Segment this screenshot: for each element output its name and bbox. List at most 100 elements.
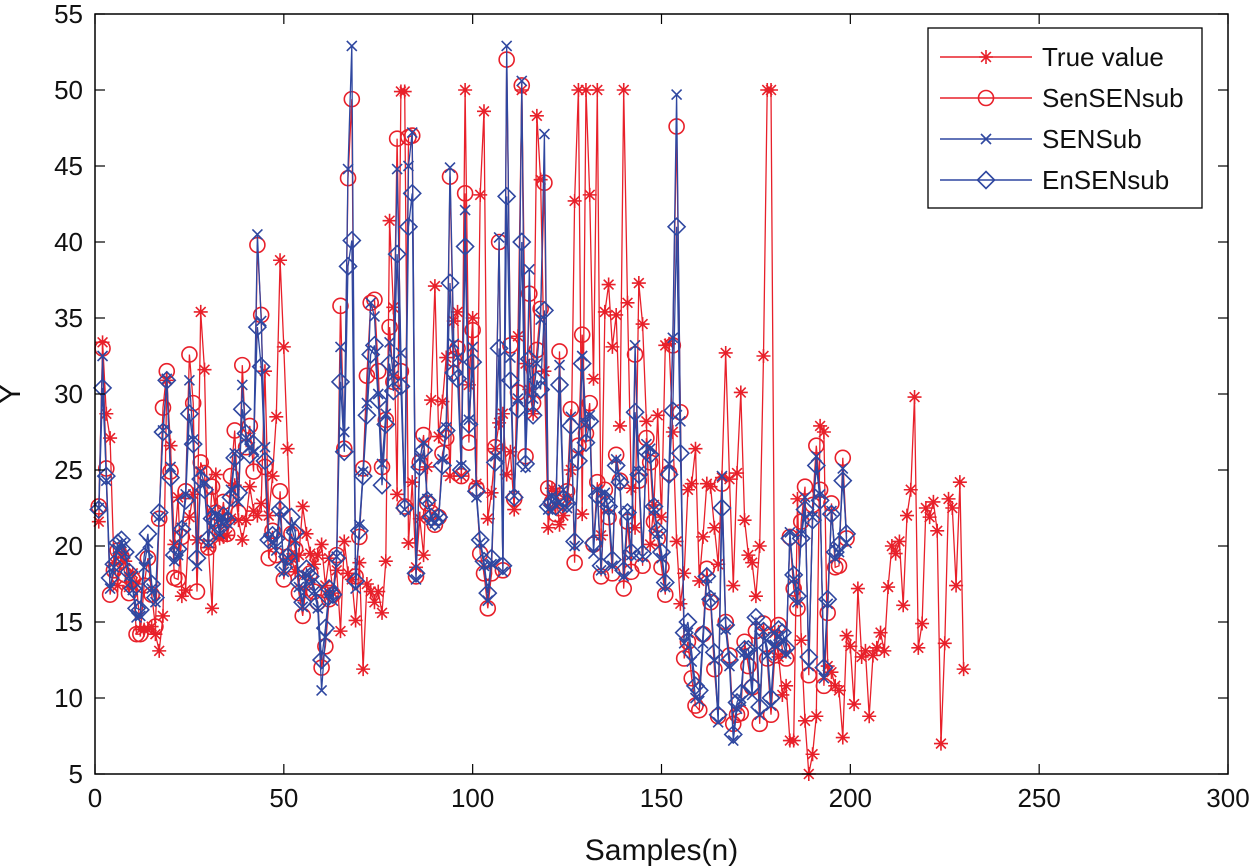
data-point: [829, 534, 849, 555]
data-point: [221, 487, 241, 507]
data-point: [310, 548, 325, 563]
data-point: [447, 369, 468, 389]
data-point: [176, 490, 196, 511]
legend-marker: [977, 89, 995, 107]
data-point: [800, 666, 818, 684]
data-point: [584, 409, 596, 421]
data-point: [764, 83, 779, 97]
data-point: [818, 589, 838, 609]
data-point: [288, 564, 303, 579]
data-point: [746, 607, 766, 628]
data-point: [712, 498, 732, 518]
data-point: [235, 532, 250, 547]
data-point: [578, 83, 593, 97]
data-point: [667, 332, 679, 344]
data-point: [620, 295, 635, 310]
data-point: [911, 640, 926, 655]
data-point: [104, 554, 124, 574]
data-point: [590, 83, 605, 97]
data-point: [501, 40, 513, 52]
data-point: [786, 733, 801, 748]
data-point: [386, 300, 401, 315]
data-point: [191, 469, 211, 489]
data-point: [342, 163, 354, 175]
data-point: [281, 507, 302, 527]
data-point: [255, 315, 267, 327]
legend-entry: EnSENsub: [940, 165, 1169, 195]
data-point: [95, 335, 110, 350]
data-point: [149, 502, 169, 523]
data-point: [635, 317, 650, 332]
data-point: [693, 695, 705, 707]
series-sensub: [93, 40, 853, 747]
data-point: [677, 566, 692, 581]
data-point: [621, 542, 641, 562]
data-point: [145, 588, 166, 608]
data-point: [436, 453, 449, 465]
legend-marker: [979, 50, 993, 64]
data-point: [930, 523, 945, 538]
data-point: [869, 640, 884, 655]
data-point: [269, 409, 284, 424]
data-point: [529, 108, 544, 123]
data-point: [522, 382, 537, 397]
data-point: [753, 621, 774, 641]
legend-label: SENSub: [1042, 124, 1142, 154]
data-point: [631, 276, 646, 291]
data-point: [787, 586, 808, 606]
data-point: [738, 639, 758, 659]
data-point: [459, 414, 479, 435]
data-point: [154, 399, 172, 416]
data-point: [810, 490, 830, 511]
data-point: [410, 457, 430, 477]
data-point: [485, 558, 498, 570]
data-point: [708, 705, 728, 725]
data-point: [737, 513, 752, 528]
data-point: [552, 517, 567, 532]
data-point: [378, 554, 393, 569]
data-point: [470, 530, 490, 550]
data-point: [91, 514, 106, 529]
data-point: [271, 482, 289, 500]
data-point: [265, 469, 280, 484]
data-point: [402, 183, 422, 203]
data-point: [209, 518, 230, 538]
legend-entry: SENSub: [940, 124, 1142, 154]
data-point: [628, 520, 643, 535]
data-point: [500, 370, 521, 390]
data-point: [632, 543, 653, 564]
data-point: [293, 592, 313, 612]
data-point: [814, 657, 834, 678]
data-point: [368, 310, 381, 323]
data-point: [405, 475, 420, 490]
data-point: [365, 297, 377, 309]
data-point: [353, 466, 373, 486]
y-tick-label: 25: [54, 455, 83, 485]
data-point: [484, 485, 499, 500]
data-point: [327, 548, 347, 568]
data-point: [314, 537, 329, 552]
data-point: [308, 594, 328, 614]
data-point: [542, 503, 554, 516]
data-point: [634, 557, 651, 575]
data-point: [625, 402, 645, 422]
data-point: [541, 520, 556, 535]
data-point: [561, 416, 581, 436]
data-point: [599, 487, 611, 499]
data-point: [692, 573, 707, 588]
data-point: [436, 420, 456, 441]
data-point: [480, 511, 495, 526]
data-point: [179, 404, 200, 424]
data-point: [941, 491, 956, 506]
data-point: [417, 490, 437, 511]
data-point: [226, 422, 244, 439]
data-point: [802, 510, 823, 530]
data-point: [757, 638, 777, 658]
data-point: [96, 350, 109, 362]
data-point: [345, 571, 366, 591]
y-tick-label: 45: [54, 151, 83, 181]
data-point: [243, 434, 264, 454]
data-point: [956, 662, 971, 677]
data-point: [338, 256, 358, 276]
data-point: [937, 636, 952, 651]
